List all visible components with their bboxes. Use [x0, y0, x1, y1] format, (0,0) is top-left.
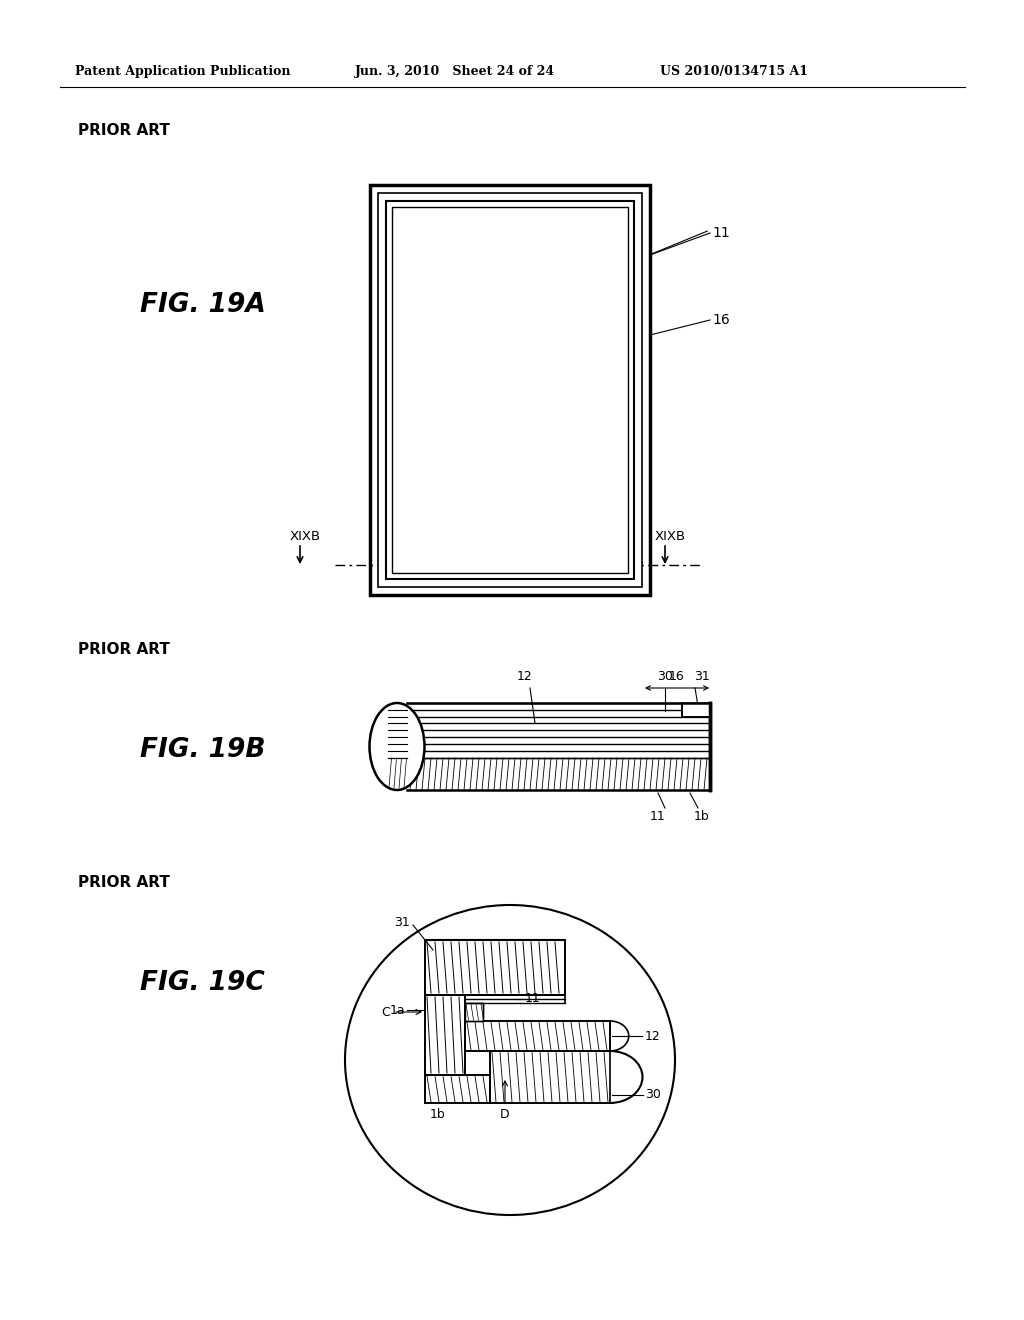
Text: FIG. 19C: FIG. 19C: [140, 970, 265, 997]
Text: 31: 31: [694, 671, 710, 682]
Text: PRIOR ART: PRIOR ART: [78, 642, 170, 657]
Text: XIXB: XIXB: [655, 531, 686, 543]
Bar: [465, 1003, 483, 1020]
Bar: [425, 995, 465, 1074]
Text: 11: 11: [712, 226, 730, 240]
Text: PRIOR ART: PRIOR ART: [78, 123, 170, 139]
Text: 12: 12: [645, 1030, 660, 1043]
Bar: [425, 940, 565, 995]
Bar: [392, 207, 628, 573]
Text: 11: 11: [650, 810, 666, 822]
Text: 11: 11: [525, 993, 541, 1006]
Ellipse shape: [345, 906, 675, 1214]
Text: PRIOR ART: PRIOR ART: [78, 875, 170, 890]
Text: 1a: 1a: [389, 1003, 406, 1016]
Text: Patent Application Publication: Patent Application Publication: [75, 66, 291, 78]
Text: Jun. 3, 2010   Sheet 24 of 24: Jun. 3, 2010 Sheet 24 of 24: [355, 66, 555, 78]
Text: 31: 31: [394, 916, 410, 928]
Bar: [386, 201, 634, 579]
Text: 1b: 1b: [694, 810, 710, 822]
Text: 30: 30: [645, 1089, 660, 1101]
Text: C: C: [381, 1006, 390, 1019]
Bar: [378, 193, 642, 587]
Text: FIG. 19A: FIG. 19A: [140, 292, 266, 318]
Text: B: B: [368, 739, 377, 752]
Bar: [425, 1074, 490, 1104]
Text: FIG. 19B: FIG. 19B: [140, 737, 265, 763]
Bar: [370, 185, 650, 595]
Text: 16: 16: [712, 313, 730, 327]
Text: 12: 12: [517, 671, 532, 682]
Text: 1b: 1b: [430, 1107, 445, 1121]
Text: US 2010/0134715 A1: US 2010/0134715 A1: [660, 66, 808, 78]
Text: XIXB: XIXB: [290, 531, 322, 543]
Bar: [490, 1051, 610, 1104]
Text: 30: 30: [657, 671, 673, 682]
Text: D: D: [500, 1107, 510, 1121]
Ellipse shape: [370, 704, 425, 789]
Bar: [465, 1020, 610, 1051]
Text: 16: 16: [669, 671, 685, 682]
